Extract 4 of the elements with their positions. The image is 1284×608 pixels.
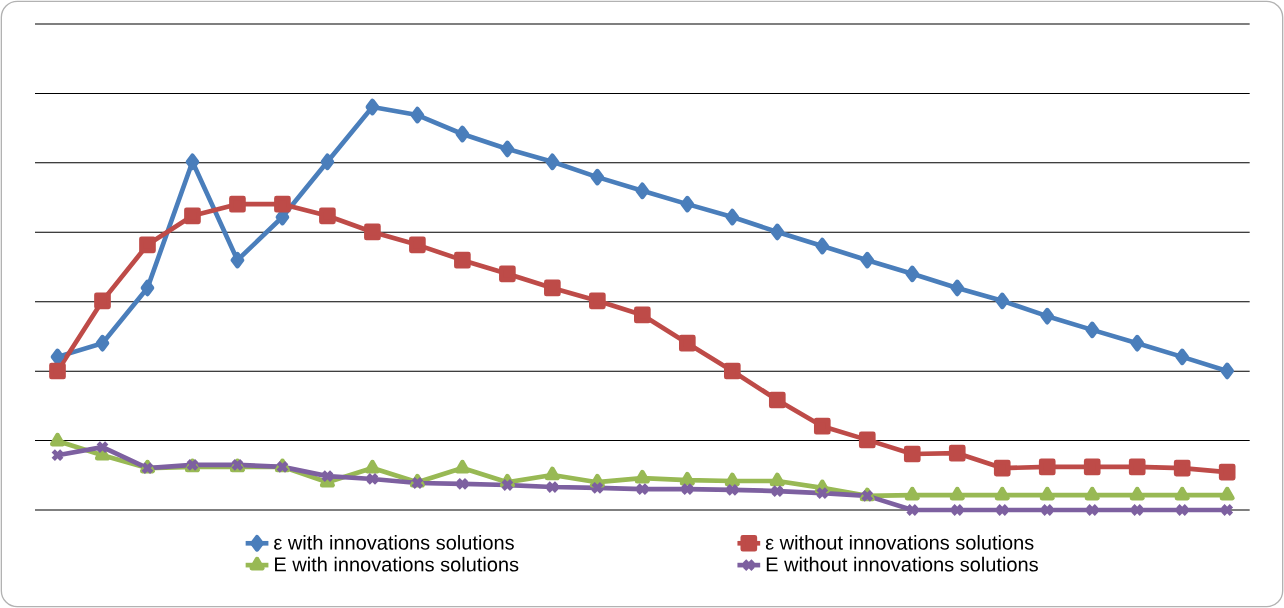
legend-label: E with innovations solutions xyxy=(275,556,519,572)
legend-label: ε without innovations solutions xyxy=(765,535,1034,550)
legend-label: ε with innovations solutions xyxy=(274,535,514,550)
legend-label: E without innovations solutions xyxy=(766,556,1038,572)
